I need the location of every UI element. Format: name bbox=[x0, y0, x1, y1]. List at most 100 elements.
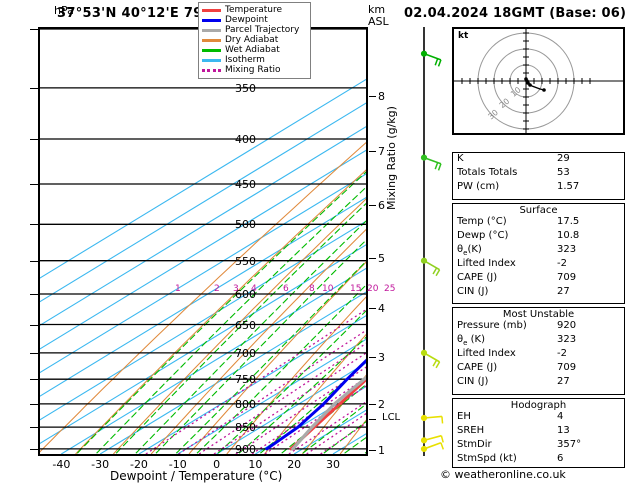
hodograph-unit-label: kt bbox=[458, 31, 469, 41]
pressure-tick-label: 600 bbox=[235, 287, 256, 301]
data-row: Lifted Index -2 bbox=[453, 258, 624, 272]
row-label: SREH bbox=[457, 425, 485, 436]
mixing-ratio-label: 20 bbox=[367, 284, 379, 294]
legend-color-swatch bbox=[202, 68, 221, 72]
data-row: PW (cm) 1.57 bbox=[453, 181, 624, 195]
temperature-tick-label: -30 bbox=[91, 458, 110, 471]
row-label: CAPE (J) bbox=[457, 362, 498, 373]
height-tick-label: 6 bbox=[378, 199, 385, 212]
pressure-tick-mark bbox=[30, 29, 38, 30]
height-tick-mark bbox=[369, 151, 376, 152]
skewt-canvas bbox=[40, 29, 366, 454]
row-label: Lifted Index bbox=[457, 348, 516, 359]
height-tick-mark bbox=[369, 357, 376, 358]
pressure-tick-label: 550 bbox=[235, 254, 256, 268]
section-title: Surface bbox=[519, 205, 558, 216]
row-label: Totals Totals bbox=[457, 167, 518, 178]
skewt-diagram[interactable] bbox=[38, 27, 368, 456]
legend-item-label: Dewpoint bbox=[225, 14, 268, 25]
row-value: 27 bbox=[557, 286, 570, 297]
height-tick-mark bbox=[369, 404, 376, 405]
most-unstable-parcel-box: Most Unstable Pressure (mb) 920 θe (K) 323 Li… bbox=[452, 307, 625, 395]
row-label: Lifted Index bbox=[457, 258, 516, 269]
legend: Temperature Dewpoint Parcel Trajectory Dry … bbox=[198, 2, 311, 79]
wind-barb-column bbox=[398, 27, 446, 456]
legend-item: Mixing Ratio bbox=[202, 65, 307, 75]
row-value: 13 bbox=[557, 425, 570, 436]
data-row: Dewp (°C) 10.8 bbox=[453, 230, 624, 244]
pressure-tick-mark bbox=[30, 379, 38, 381]
pressure-tick-label: 650 bbox=[235, 318, 256, 332]
temperature-tick-label: 30 bbox=[326, 458, 340, 471]
legend-item-label: Isotherm bbox=[225, 54, 265, 65]
pressure-tick-mark bbox=[30, 87, 38, 89]
row-value: 6 bbox=[557, 453, 564, 464]
data-row: θe(K) 323 bbox=[453, 244, 624, 258]
hodograph-plot[interactable]: kt 10 20 30 bbox=[452, 27, 625, 135]
legend-item: Isotherm bbox=[202, 55, 307, 65]
data-row: Lifted Index -2 bbox=[453, 348, 624, 362]
wind-barb-canvas bbox=[420, 27, 445, 456]
height-tick-label: 5 bbox=[378, 252, 385, 265]
temperature-tick-label: 0 bbox=[213, 458, 221, 471]
hodograph-stats-box: Hodograph EH 4 SREH 13 StmDir 357° StmSpd (kt) 6 bbox=[452, 398, 625, 468]
row-label: EH bbox=[457, 411, 471, 422]
row-value: 17.5 bbox=[557, 216, 580, 227]
row-label: Dewp (°C) bbox=[457, 230, 509, 241]
pressure-tick-mark bbox=[30, 448, 38, 450]
height-tick-label: 3 bbox=[378, 351, 385, 364]
row-value: 323 bbox=[557, 244, 577, 255]
pressure-tick-label: 400 bbox=[235, 132, 256, 146]
row-value: 357° bbox=[557, 439, 582, 450]
data-row: StmSpd (kt) 6 bbox=[453, 453, 624, 467]
pressure-tick-label: 350 bbox=[235, 81, 256, 95]
pressure-tick-label: 900 bbox=[235, 442, 256, 456]
data-row: StmDir 357° bbox=[453, 439, 624, 453]
pressure-tick-label: 700 bbox=[235, 346, 256, 360]
mixing-ratio-label: 4 bbox=[251, 284, 257, 294]
legend-item-label: Dry Adiabat bbox=[225, 34, 279, 45]
height-axis-asl-label: ASL bbox=[368, 15, 389, 28]
row-value: 709 bbox=[557, 272, 577, 283]
height-axis-unit-label: km bbox=[368, 3, 386, 16]
legend-color-swatch bbox=[202, 8, 221, 12]
row-label: K bbox=[457, 153, 464, 164]
pressure-tick-mark bbox=[30, 138, 38, 140]
data-row: EH 4 bbox=[453, 411, 624, 425]
row-value: -2 bbox=[557, 348, 567, 359]
row-label: PW (cm) bbox=[457, 181, 500, 192]
pressure-tick-mark bbox=[30, 183, 38, 185]
legend-item: Dry Adiabat bbox=[202, 35, 307, 45]
mixing-ratio-label: 15 bbox=[350, 284, 362, 294]
data-row: CAPE (J) 709 bbox=[453, 362, 624, 376]
mixing-ratio-label: 2 bbox=[214, 284, 220, 294]
pressure-tick-mark bbox=[30, 260, 38, 262]
pressure-tick-label: 800 bbox=[235, 397, 256, 411]
legend-color-swatch bbox=[202, 48, 221, 52]
temperature-tick-label: -20 bbox=[129, 458, 148, 471]
pressure-tick-mark bbox=[30, 324, 38, 326]
section-title: Most Unstable bbox=[502, 309, 575, 320]
row-value: 29 bbox=[557, 153, 570, 164]
height-tick-label: 8 bbox=[378, 90, 385, 103]
legend-item-label: Wet Adiabat bbox=[225, 44, 280, 55]
stability-indices-box: K 29 Totals Totals 53 PW (cm) 1.57 bbox=[452, 152, 625, 200]
row-value: 920 bbox=[557, 320, 577, 331]
legend-color-swatch bbox=[202, 18, 221, 22]
row-value: 53 bbox=[557, 167, 570, 178]
mixing-ratio-label: 25 bbox=[384, 284, 396, 294]
pressure-tick-label: 850 bbox=[235, 421, 256, 435]
pressure-tick-label: 500 bbox=[235, 218, 256, 232]
pressure-tick-mark bbox=[30, 293, 38, 295]
x-axis-label: Dewpoint / Temperature (°C) bbox=[110, 469, 283, 483]
row-label: CAPE (J) bbox=[457, 272, 498, 283]
pressure-axis-unit-label: hPa bbox=[54, 4, 74, 17]
row-value: 323 bbox=[557, 334, 577, 345]
surface-parcel-box: Surface Temp (°C) 17.5 Dewp (°C) 10.8 θe(K) 32… bbox=[452, 203, 625, 304]
height-tick-mark bbox=[369, 96, 376, 97]
height-tick-label: 1 bbox=[378, 444, 385, 457]
data-row: CAPE (J) 709 bbox=[453, 272, 624, 286]
legend-color-swatch bbox=[202, 38, 221, 42]
legend-item: Dewpoint bbox=[202, 15, 307, 25]
